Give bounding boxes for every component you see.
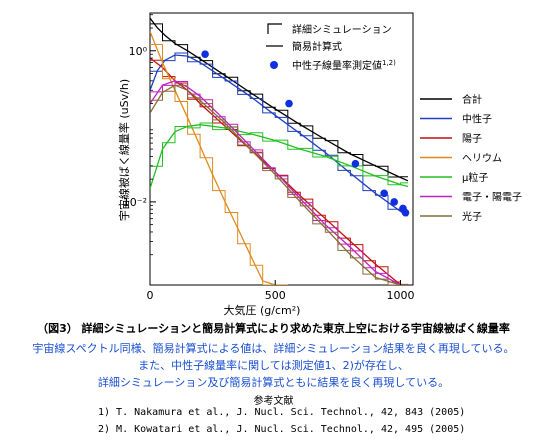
reference-2: 2) M. Kowatari et al., J. Nucl. Sci. Tec…: [98, 424, 466, 435]
legend-marker-text: 中性子線量率測定値: [292, 59, 382, 72]
measured-point: [401, 208, 410, 217]
legend-marker-sup: 1,2): [382, 59, 396, 67]
measured-point: [380, 189, 388, 198]
formula-line: [150, 31, 288, 285]
legend-label: 光子: [462, 210, 482, 223]
measured-point: [390, 198, 399, 206]
legend-label: 中性子: [462, 113, 492, 126]
legend-label: ヘリウム: [462, 153, 502, 165]
legend-step-swatch: [267, 23, 282, 34]
simulation-step: [150, 52, 408, 212]
x-tick-0: 0: [147, 289, 154, 302]
dose-rate-chart: 0 500 1000 10⁰ 10⁻² 大気圧 (g/cm²) 宇宙線被ばく線量…: [117, 12, 522, 317]
series-合計: [150, 17, 409, 182]
legend-line-label: 簡易計算式: [292, 40, 342, 53]
measured-point: [285, 99, 293, 108]
legend-label: 陽子: [462, 133, 482, 145]
figure-title: （図3） 詳細シミュレーションと簡易計算式により求めた東京上空における宇宙線被ば…: [37, 322, 510, 335]
simulation-step: [150, 122, 408, 186]
description-line-2: また、中性子線量率に関しては測定値1、2)が存在し、: [138, 359, 409, 372]
reference-1: 1) T. Nakamura et al., J. Nucl. Sci. Tec…: [98, 407, 466, 418]
formula-line: [150, 84, 408, 285]
formula-line: [150, 57, 409, 285]
legend-label: μ粒子: [462, 171, 488, 184]
series-中性子: [150, 52, 409, 217]
legend-label: 合計: [462, 93, 482, 106]
description-line-1: 宇宙線スペクトル同様、簡易計算式による値は、詳細シミュレーション結果を良く再現し…: [32, 342, 515, 355]
x-tick-1000: 1000: [386, 289, 414, 302]
measured-point: [351, 159, 360, 168]
plot-frame: [149, 12, 414, 286]
series-陽子: [150, 57, 409, 285]
style-legend: 詳細シミュレーション 簡易計算式 中性子線量率測定値1,2): [266, 23, 396, 72]
legend-marker-swatch: [270, 61, 278, 69]
tick-marks: [149, 14, 401, 285]
y-tick-0.01: 10⁻²: [123, 196, 147, 209]
series-layer: [150, 17, 409, 285]
x-axis-label: 大気圧 (g/cm²): [224, 303, 301, 317]
y-axis-label: 宇宙線被ばく線量率 (uSv/h): [117, 79, 131, 221]
legend-label: 電子・陽電子: [462, 192, 522, 204]
x-tick-500: 500: [265, 289, 286, 302]
references-heading: 参考文献: [253, 396, 294, 407]
measured-points: [201, 50, 410, 217]
formula-line: [150, 54, 409, 217]
series-光子: [150, 84, 408, 285]
legend-marker-label: 中性子線量率測定値1,2): [292, 59, 396, 72]
legend-step-label: 詳細シミュレーション: [292, 23, 392, 36]
series-ヘリウム: [150, 31, 288, 285]
simulation-step: [150, 84, 408, 285]
measured-point: [201, 50, 209, 59]
y-tick-1: 10⁰: [129, 45, 148, 58]
series-μ粒子: [150, 122, 409, 189]
description-line-3: 詳細シミュレーション及び簡易計算式ともに結果を良く再現している。: [97, 376, 450, 389]
simulation-step: [150, 23, 408, 178]
